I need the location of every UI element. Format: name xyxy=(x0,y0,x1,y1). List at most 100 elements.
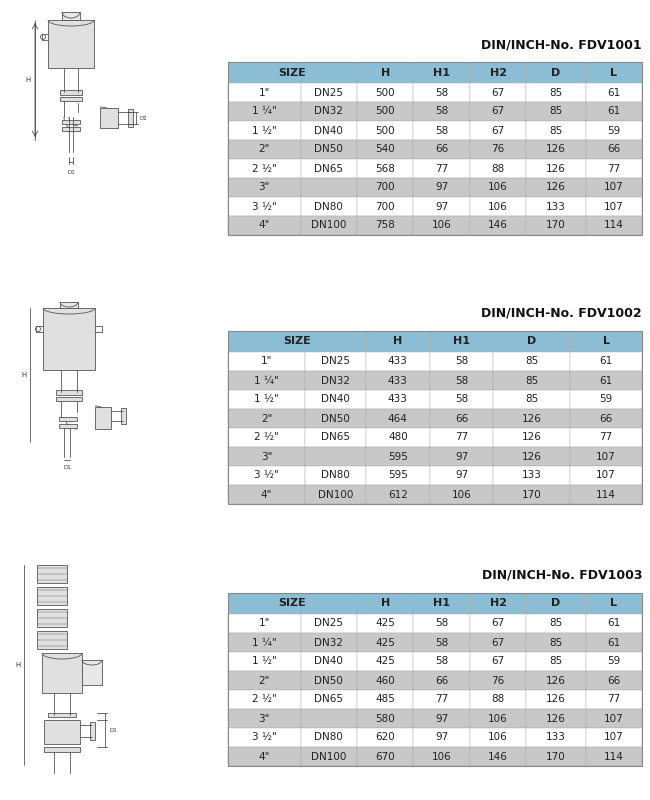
Text: 77: 77 xyxy=(607,163,620,174)
Bar xyxy=(305,485,366,504)
Bar xyxy=(586,83,642,102)
Text: 2": 2" xyxy=(259,145,270,154)
Bar xyxy=(42,653,82,693)
Bar xyxy=(357,83,413,102)
Bar xyxy=(60,302,78,308)
Bar xyxy=(357,178,413,197)
Bar xyxy=(357,614,413,633)
Bar xyxy=(56,390,82,395)
Bar xyxy=(305,352,366,371)
Bar xyxy=(62,127,80,131)
Bar xyxy=(60,90,82,95)
Bar xyxy=(62,12,80,20)
Text: DN100: DN100 xyxy=(311,221,346,230)
Text: 1 ¼": 1 ¼" xyxy=(252,638,277,647)
Bar xyxy=(493,485,570,504)
Bar xyxy=(366,428,430,447)
Bar xyxy=(300,121,357,140)
Text: 126: 126 xyxy=(546,182,566,193)
Bar xyxy=(493,447,570,466)
Text: H1: H1 xyxy=(433,598,450,609)
Text: 2 ½": 2 ½" xyxy=(252,163,277,174)
Bar xyxy=(366,485,430,504)
Bar xyxy=(300,178,357,197)
Text: 77: 77 xyxy=(435,694,448,705)
Text: 58: 58 xyxy=(435,126,448,135)
Text: 1 ¼": 1 ¼" xyxy=(252,106,277,117)
Text: 620: 620 xyxy=(376,733,395,742)
Text: 58: 58 xyxy=(435,638,448,647)
Text: 58: 58 xyxy=(435,106,448,117)
Text: DN50: DN50 xyxy=(321,414,350,423)
Bar xyxy=(586,62,642,83)
Bar xyxy=(413,652,470,671)
Text: 464: 464 xyxy=(388,414,408,423)
Bar xyxy=(228,331,642,504)
Text: 126: 126 xyxy=(546,145,566,154)
Text: DN40: DN40 xyxy=(315,126,343,135)
Text: 88: 88 xyxy=(491,163,505,174)
Text: 85: 85 xyxy=(549,618,563,629)
Text: 61: 61 xyxy=(599,375,613,386)
Text: 107: 107 xyxy=(596,470,616,481)
Text: 1": 1" xyxy=(259,87,270,98)
Bar xyxy=(300,159,357,178)
Text: 126: 126 xyxy=(546,714,566,723)
Text: 85: 85 xyxy=(549,126,563,135)
Bar xyxy=(470,671,526,690)
Text: DN32: DN32 xyxy=(321,375,350,386)
Text: DN25: DN25 xyxy=(321,357,350,366)
Text: 433: 433 xyxy=(388,394,408,405)
Bar xyxy=(37,565,67,583)
Text: 88: 88 xyxy=(491,694,505,705)
Bar xyxy=(413,178,470,197)
Text: 106: 106 xyxy=(432,221,452,230)
Bar xyxy=(493,352,570,371)
Bar xyxy=(228,671,300,690)
Text: 66: 66 xyxy=(599,414,613,423)
Bar xyxy=(586,671,642,690)
Text: DN80: DN80 xyxy=(321,470,350,481)
Text: 66: 66 xyxy=(455,414,468,423)
Bar xyxy=(526,83,586,102)
Text: 146: 146 xyxy=(488,221,508,230)
Bar xyxy=(413,633,470,652)
Bar xyxy=(493,331,570,352)
Text: D: D xyxy=(551,67,560,78)
Bar xyxy=(470,102,526,121)
Bar xyxy=(413,140,470,159)
Text: 114: 114 xyxy=(596,490,616,499)
Bar xyxy=(570,331,642,352)
Text: 170: 170 xyxy=(546,221,566,230)
Bar xyxy=(470,747,526,766)
Bar xyxy=(357,121,413,140)
Bar xyxy=(526,690,586,709)
Text: 1 ¼": 1 ¼" xyxy=(254,375,279,386)
Bar xyxy=(228,83,300,102)
Bar xyxy=(586,709,642,728)
Text: 107: 107 xyxy=(604,202,623,211)
Text: 133: 133 xyxy=(522,470,542,481)
Text: DN65: DN65 xyxy=(315,163,343,174)
Bar xyxy=(357,62,413,83)
Bar xyxy=(44,720,80,744)
Bar xyxy=(43,308,95,370)
Text: 540: 540 xyxy=(376,145,395,154)
Bar xyxy=(300,102,357,121)
Text: 4": 4" xyxy=(259,221,270,230)
Bar xyxy=(526,728,586,747)
Bar xyxy=(357,652,413,671)
Bar xyxy=(82,660,102,685)
Bar xyxy=(228,178,300,197)
Text: 67: 67 xyxy=(491,638,505,647)
Text: H: H xyxy=(25,77,31,83)
Text: D2: D2 xyxy=(140,115,148,121)
Text: D: D xyxy=(551,598,560,609)
Text: 59: 59 xyxy=(599,394,613,405)
Text: 126: 126 xyxy=(546,163,566,174)
Bar xyxy=(413,121,470,140)
Bar xyxy=(470,690,526,709)
Text: 85: 85 xyxy=(549,106,563,117)
Text: 3 ½": 3 ½" xyxy=(252,202,277,211)
Text: 126: 126 xyxy=(522,414,542,423)
